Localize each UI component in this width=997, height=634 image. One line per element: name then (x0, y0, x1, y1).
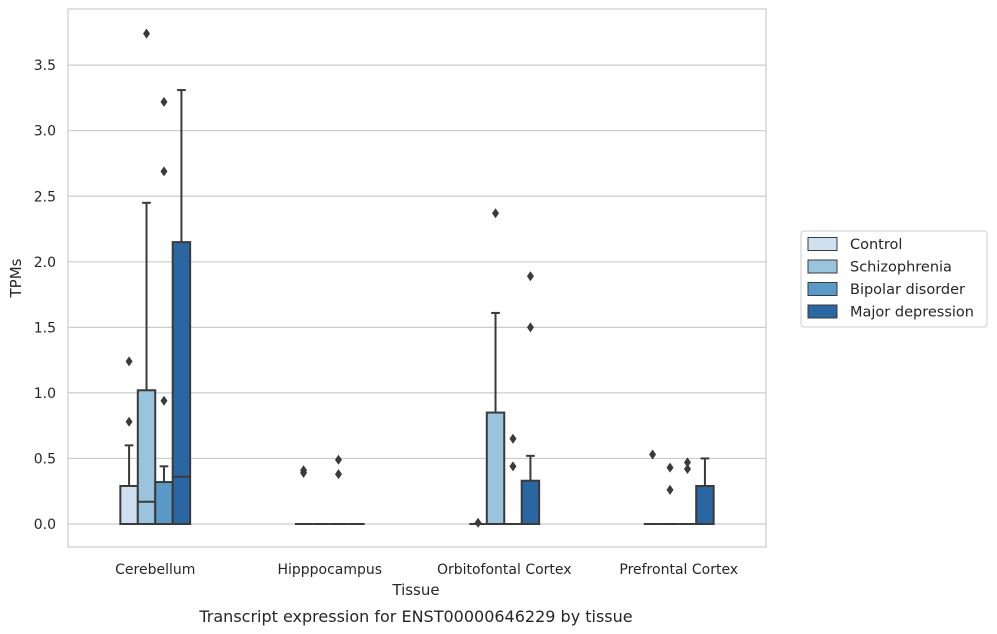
box-0-1 (136, 28, 157, 526)
outlier-point (334, 454, 342, 465)
outlier-point (526, 271, 534, 282)
box-body (154, 481, 174, 526)
outlier-point (683, 457, 691, 468)
boxes (119, 28, 715, 528)
outlier-point (666, 484, 674, 495)
y-tick-label: 1.0 (34, 386, 56, 402)
outlier-point (143, 28, 151, 39)
plot-area-frame (67, 8, 767, 548)
legend-swatch (807, 304, 838, 319)
box-3-0 (643, 449, 662, 525)
outlier-point (160, 166, 168, 177)
box-2-3 (520, 271, 541, 525)
box-3-1 (661, 462, 679, 525)
box-2-1 (485, 208, 506, 525)
outlier-point (526, 322, 534, 333)
y-tick-label: 2.5 (34, 189, 56, 205)
y-tick-label: 3.0 (34, 124, 56, 140)
box-body (695, 484, 715, 525)
x-tick-label: Cerebellum (115, 562, 195, 578)
outlier-point (300, 465, 308, 476)
box-2-2 (504, 433, 522, 525)
outlier-point (474, 517, 482, 528)
outlier-point (492, 208, 500, 219)
x-tick-label: Hipppocampus (277, 562, 382, 578)
box-body (485, 411, 506, 525)
legend-label: Bipolar disorder (850, 282, 965, 298)
box-body (119, 484, 139, 525)
chart-caption: Transcript expression for ENST0000064622… (198, 607, 632, 626)
outlier-point (509, 433, 517, 444)
outlier-point (683, 463, 691, 474)
x-tick-label: Prefrontal Cortex (619, 562, 738, 578)
outlier-point (649, 449, 657, 460)
legend-swatch (807, 282, 838, 296)
box-body (136, 389, 157, 526)
outlier-point (666, 462, 674, 473)
legend-label: Control (850, 237, 902, 253)
box-0-0 (119, 356, 139, 525)
legend-label: Major depression (850, 305, 974, 321)
legend-swatch (807, 259, 838, 274)
box-3-3 (695, 457, 715, 525)
x-axis-title: Tissue (391, 581, 439, 599)
box-1-0 (294, 465, 313, 525)
y-tick-label: 1.5 (34, 320, 56, 336)
outlier-point (125, 416, 133, 427)
x-axis-ticks: Cerebellum Hipppocampus Orbitofontal Corte… (115, 562, 738, 578)
y-tick-label: 2.0 (34, 255, 56, 271)
box-0-3 (171, 89, 192, 525)
outlier-point (125, 356, 133, 367)
outlier-point (160, 395, 168, 406)
outlier-point (334, 469, 342, 480)
legend-swatch (807, 237, 838, 251)
y-tick-label: 0.0 (34, 517, 56, 533)
box-0-2 (154, 96, 174, 526)
box-2-0 (469, 517, 487, 528)
box-body (520, 479, 541, 525)
x-tick-label: Orbitofontal Cortex (437, 562, 572, 578)
box-1-2 (329, 454, 348, 525)
y-axis-title: TPMs (7, 258, 25, 298)
outlier-point (160, 96, 168, 107)
y-axis-ticks: 0.0 0.5 1.0 1.5 2.0 2.5 3.0 3.5 (34, 58, 56, 533)
legend: Control Schizophrenia Bipolar disorder Majo… (800, 230, 988, 328)
box-body (171, 241, 192, 525)
outlier-point (509, 461, 517, 472)
legend-frame (800, 230, 988, 328)
box-3-2 (678, 457, 697, 525)
y-tick-label: 3.5 (34, 58, 56, 74)
y-tick-label: 0.5 (34, 451, 56, 467)
legend-label: Schizophrenia (850, 260, 952, 276)
